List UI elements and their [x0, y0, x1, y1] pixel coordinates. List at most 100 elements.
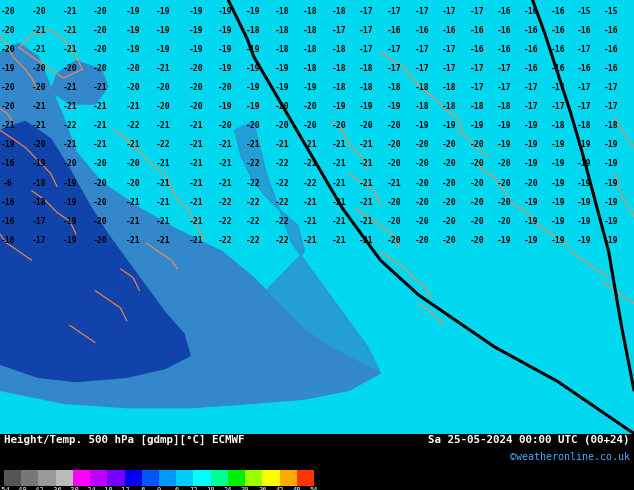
Text: -21: -21: [332, 197, 347, 207]
Text: -21: -21: [332, 140, 347, 149]
Text: -16: -16: [415, 26, 430, 35]
Text: -20: -20: [496, 159, 512, 169]
Text: -21: -21: [93, 102, 108, 111]
Bar: [176, 470, 193, 486]
Text: -22: -22: [275, 236, 290, 245]
Text: -19: -19: [217, 45, 233, 54]
Text: -18: -18: [550, 121, 566, 130]
Text: -17: -17: [524, 102, 539, 111]
Text: -20: -20: [469, 140, 484, 149]
Text: -21: -21: [189, 236, 204, 245]
Text: -17: -17: [469, 7, 484, 16]
Text: -20: -20: [156, 83, 171, 92]
Text: -21: -21: [332, 159, 347, 169]
Text: -20: -20: [441, 197, 456, 207]
Text: -18: -18: [496, 102, 512, 111]
Text: -17: -17: [415, 45, 430, 54]
Text: -19: -19: [604, 178, 619, 188]
Text: -18: -18: [577, 121, 592, 130]
Text: -17: -17: [469, 64, 484, 73]
Text: -16: -16: [524, 45, 539, 54]
Text: -21: -21: [217, 140, 233, 149]
Text: -21: -21: [93, 83, 108, 92]
Bar: [245, 470, 262, 486]
Text: -19: -19: [246, 7, 261, 16]
Text: -21: -21: [303, 217, 318, 226]
Text: -21: -21: [62, 45, 77, 54]
Text: -16: -16: [496, 7, 512, 16]
Text: -22: -22: [246, 217, 261, 226]
Bar: [124, 470, 142, 486]
Text: -16: -16: [441, 26, 456, 35]
Text: -48: -48: [15, 487, 28, 490]
Text: -22: -22: [246, 178, 261, 188]
Polygon shape: [0, 122, 190, 382]
Text: -16: -16: [550, 7, 566, 16]
Text: -6: -6: [3, 178, 13, 188]
Text: -19: -19: [577, 217, 592, 226]
Text: -17: -17: [604, 102, 619, 111]
Text: -22: -22: [217, 217, 233, 226]
Text: -18: -18: [359, 64, 374, 73]
Text: -15: -15: [604, 7, 619, 16]
Text: -24: -24: [84, 487, 96, 490]
Text: -20: -20: [441, 159, 456, 169]
Text: -19: -19: [275, 64, 290, 73]
Text: -19: -19: [524, 236, 539, 245]
Text: -18: -18: [275, 26, 290, 35]
Text: -20: -20: [441, 178, 456, 188]
Text: -19: -19: [62, 236, 77, 245]
Text: -17: -17: [387, 7, 402, 16]
Text: -21: -21: [126, 102, 141, 111]
Text: -18: -18: [332, 83, 347, 92]
Text: -21: -21: [359, 140, 374, 149]
Text: -19: -19: [550, 217, 566, 226]
Text: -21: -21: [156, 236, 171, 245]
Text: 36: 36: [258, 487, 266, 490]
Text: -20: -20: [62, 64, 77, 73]
Text: -21: -21: [359, 178, 374, 188]
Text: -18: -18: [332, 7, 347, 16]
Text: -21: -21: [189, 159, 204, 169]
Text: -20: -20: [93, 236, 108, 245]
Text: -20: -20: [93, 197, 108, 207]
Text: -18: -18: [332, 64, 347, 73]
Text: -20: -20: [275, 121, 290, 130]
Text: -20: -20: [469, 159, 484, 169]
Bar: [210, 470, 228, 486]
Text: -21: -21: [189, 121, 204, 130]
Text: -20: -20: [441, 140, 456, 149]
Text: -20: -20: [1, 7, 16, 16]
Text: -19: -19: [524, 159, 539, 169]
Text: -21: -21: [217, 178, 233, 188]
Text: -20: -20: [126, 64, 141, 73]
Text: -19: -19: [577, 159, 592, 169]
Bar: [280, 470, 297, 486]
Text: -19: -19: [604, 236, 619, 245]
Text: -20: -20: [32, 7, 47, 16]
Text: -17: -17: [524, 83, 539, 92]
Text: Sa 25-05-2024 00:00 UTC (00+24): Sa 25-05-2024 00:00 UTC (00+24): [429, 435, 630, 444]
Bar: [228, 470, 245, 486]
Text: -19: -19: [550, 178, 566, 188]
Text: -21: -21: [62, 140, 77, 149]
Text: 54: 54: [310, 487, 318, 490]
Text: -21: -21: [189, 178, 204, 188]
Text: -22: -22: [217, 236, 233, 245]
Text: -21: -21: [62, 102, 77, 111]
Text: -17: -17: [496, 64, 512, 73]
Text: -19: -19: [62, 197, 77, 207]
Text: -17: -17: [32, 217, 47, 226]
Text: -16: -16: [387, 26, 402, 35]
Text: -19: -19: [126, 7, 141, 16]
Bar: [142, 470, 159, 486]
Text: -20: -20: [32, 64, 47, 73]
Text: -21: -21: [156, 159, 171, 169]
Text: -20: -20: [469, 236, 484, 245]
Text: -19: -19: [387, 102, 402, 111]
Text: -21: -21: [332, 217, 347, 226]
Text: -17: -17: [604, 83, 619, 92]
Text: -17: -17: [387, 64, 402, 73]
Text: -18: -18: [246, 26, 261, 35]
Text: -22: -22: [156, 140, 171, 149]
